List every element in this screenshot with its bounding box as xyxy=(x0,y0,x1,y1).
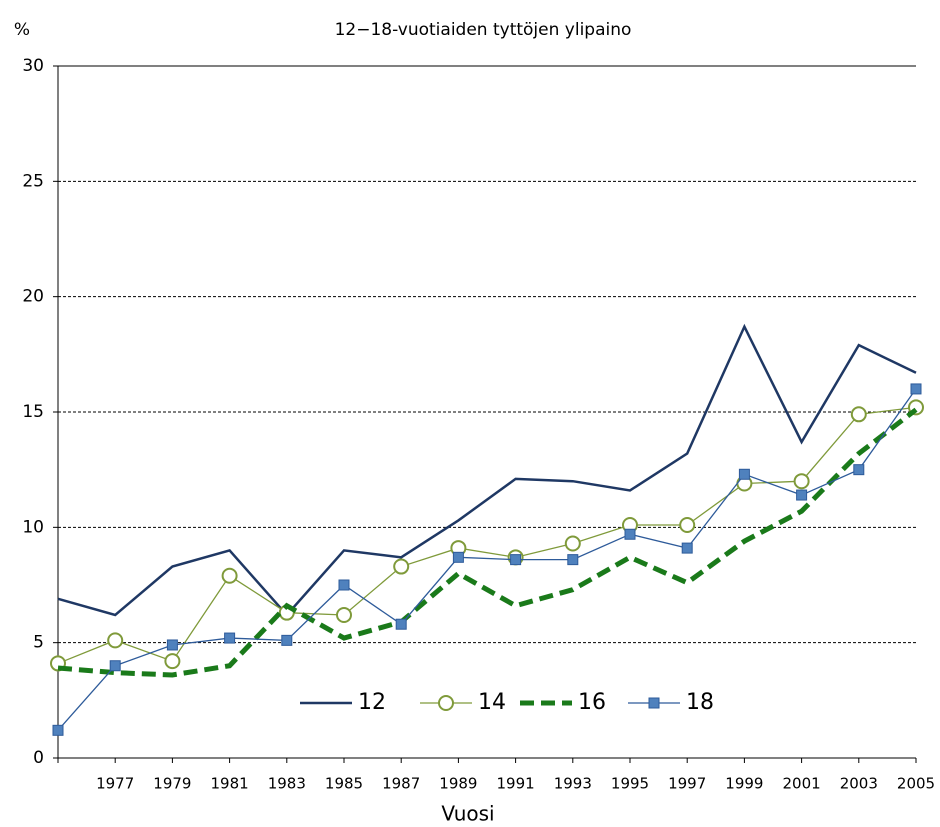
x-tick-label: 1979 xyxy=(153,775,191,793)
x-tick-label: 1987 xyxy=(382,775,420,793)
x-tick-label: 1981 xyxy=(211,775,249,793)
point xyxy=(796,489,808,501)
y-tick-label: 0 xyxy=(33,748,44,768)
series-line xyxy=(57,406,917,665)
point xyxy=(510,554,522,566)
point xyxy=(107,632,124,649)
y-tick-label: 25 xyxy=(22,171,44,191)
point xyxy=(452,551,464,563)
point xyxy=(221,567,238,584)
x-axis-label: Vuosi xyxy=(441,802,494,826)
x-tick-label: 2005 xyxy=(897,775,935,793)
point xyxy=(395,618,407,630)
point xyxy=(738,468,750,480)
x-tick-label: 1999 xyxy=(725,775,763,793)
point xyxy=(166,639,178,651)
point xyxy=(164,653,181,670)
point xyxy=(850,406,867,423)
y-tick-label: 5 xyxy=(33,633,44,653)
point xyxy=(438,695,454,711)
x-tick-label: 1989 xyxy=(439,775,477,793)
x-tick-label: 1995 xyxy=(611,775,649,793)
y-tick-label: 30 xyxy=(22,56,44,76)
y-tick-label: 15 xyxy=(22,402,44,422)
x-tick-label: 2003 xyxy=(840,775,878,793)
point xyxy=(336,606,352,623)
point xyxy=(648,697,660,709)
point xyxy=(567,554,579,566)
x-tick-label: 1977 xyxy=(96,775,134,793)
x-tick-label: 1997 xyxy=(668,775,706,793)
x-tick-label: 1993 xyxy=(554,775,592,793)
legend-label: 18 xyxy=(686,690,714,715)
y-axis-label: % xyxy=(14,20,30,40)
series-line xyxy=(57,388,917,731)
series-line xyxy=(57,407,918,678)
point xyxy=(910,383,922,395)
y-tick-label: 20 xyxy=(22,287,44,307)
point xyxy=(681,542,693,554)
x-tick-label: 1991 xyxy=(497,775,535,793)
y-tick-label: 10 xyxy=(22,517,44,537)
point xyxy=(338,579,350,591)
x-tick-label: 1983 xyxy=(268,775,306,793)
point xyxy=(793,473,810,490)
legend-label: 12 xyxy=(358,690,386,715)
point xyxy=(679,517,696,534)
point xyxy=(281,634,293,646)
point xyxy=(624,528,636,540)
x-tick-label: 1985 xyxy=(325,775,363,793)
series-line xyxy=(57,323,917,617)
legend-label: 14 xyxy=(478,690,506,715)
point xyxy=(393,558,410,575)
legend-label: 16 xyxy=(578,690,606,715)
point xyxy=(564,535,581,552)
point xyxy=(224,632,236,644)
point xyxy=(109,660,121,672)
point xyxy=(853,464,865,476)
point xyxy=(52,724,64,736)
x-tick-label: 2001 xyxy=(783,775,821,793)
chart-title: 12−18-vuotiaiden tyttöjen ylipaino xyxy=(335,20,632,40)
